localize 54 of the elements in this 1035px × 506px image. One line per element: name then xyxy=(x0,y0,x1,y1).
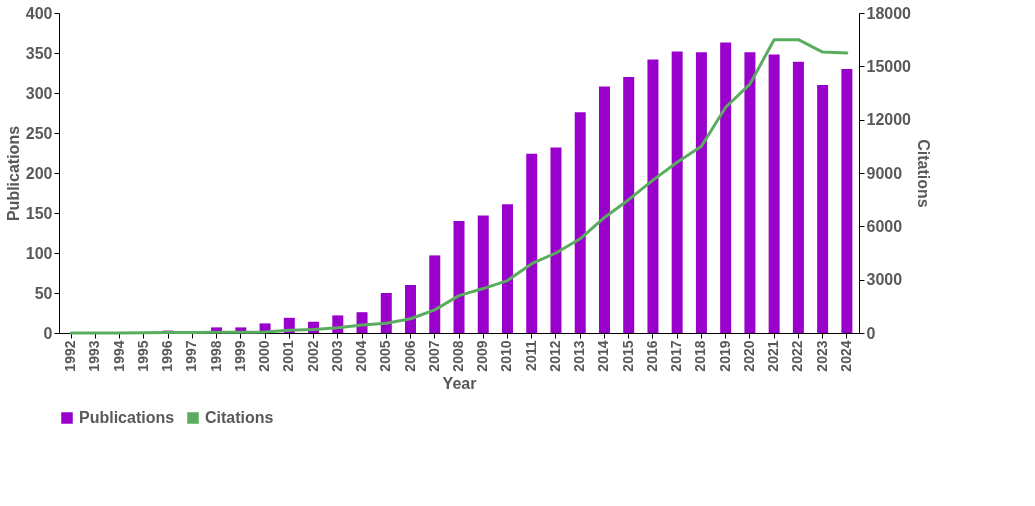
x-tick-label: 2024 xyxy=(837,340,854,372)
y-tick-label: 200 xyxy=(25,164,53,182)
x-tick-label: 2011 xyxy=(522,340,539,371)
x-tick-label: 2022 xyxy=(789,340,806,372)
y2-tick-label: 0 xyxy=(866,324,876,342)
x-tick-label: 2021 xyxy=(765,340,782,372)
x-tick-label: 1996 xyxy=(159,340,176,372)
y2-tick-label: 3000 xyxy=(866,271,903,289)
y-tick-label: 150 xyxy=(25,204,53,222)
legend-label: Citations xyxy=(205,409,274,426)
x-tick-label: 2023 xyxy=(813,340,830,372)
y-tick-label: 0 xyxy=(43,324,53,342)
y2-tick-label: 9000 xyxy=(866,164,903,182)
y2-axis-title: Citations xyxy=(914,139,932,208)
x-tick-label: 1999 xyxy=(231,340,248,372)
y-axis-title: Publications xyxy=(4,125,22,222)
y-tick-label: 300 xyxy=(25,84,53,102)
x-tick-label: 2009 xyxy=(474,340,491,372)
x-tick-label: 2017 xyxy=(668,340,685,372)
x-tick-label: 1995 xyxy=(134,340,151,372)
x-tick-label: 2014 xyxy=(595,340,612,372)
x-tick-label: 2016 xyxy=(643,340,660,372)
y2-tick-label: 6000 xyxy=(866,217,903,235)
x-tick-label: 2013 xyxy=(571,340,588,372)
x-tick-label: 2002 xyxy=(304,340,321,372)
x-tick-label: 2019 xyxy=(716,340,733,372)
x-tick-label: 1992 xyxy=(62,340,79,372)
y-tick-label: 250 xyxy=(25,124,53,142)
x-tick-label: 2000 xyxy=(256,340,273,372)
y-tick-label: 100 xyxy=(25,244,53,262)
y2-tick-label: 15000 xyxy=(866,57,912,75)
x-tick-label: 2010 xyxy=(498,340,515,372)
x-tick-label: 2018 xyxy=(692,340,709,372)
x-axis-title: Year xyxy=(442,374,477,392)
x-tick-label: 2015 xyxy=(619,340,636,372)
x-tick-label: 2001 xyxy=(280,340,297,372)
y2-tick-label: 12000 xyxy=(866,111,912,129)
x-tick-label: 2012 xyxy=(546,340,563,372)
x-tick-label: 1997 xyxy=(183,340,200,372)
x-tick-label: 2005 xyxy=(377,340,394,372)
y2-tick-label: 18000 xyxy=(866,4,912,22)
x-tick-label: 2003 xyxy=(328,340,345,372)
x-tick-label: 1994 xyxy=(110,340,127,372)
y-tick-label: 400 xyxy=(25,4,53,22)
x-tick-label: 2007 xyxy=(425,340,442,372)
x-tick-label: 2006 xyxy=(401,340,418,372)
x-tick-label: 2008 xyxy=(450,340,466,372)
legend-label: Publications xyxy=(79,409,175,426)
x-tick-label: 1998 xyxy=(207,340,224,372)
y-tick-label: 350 xyxy=(25,44,53,62)
y-tick-label: 50 xyxy=(34,284,53,302)
x-tick-label: 2004 xyxy=(353,340,370,372)
x-tick-label: 1993 xyxy=(86,340,103,372)
x-tick-label: 2020 xyxy=(740,340,757,372)
